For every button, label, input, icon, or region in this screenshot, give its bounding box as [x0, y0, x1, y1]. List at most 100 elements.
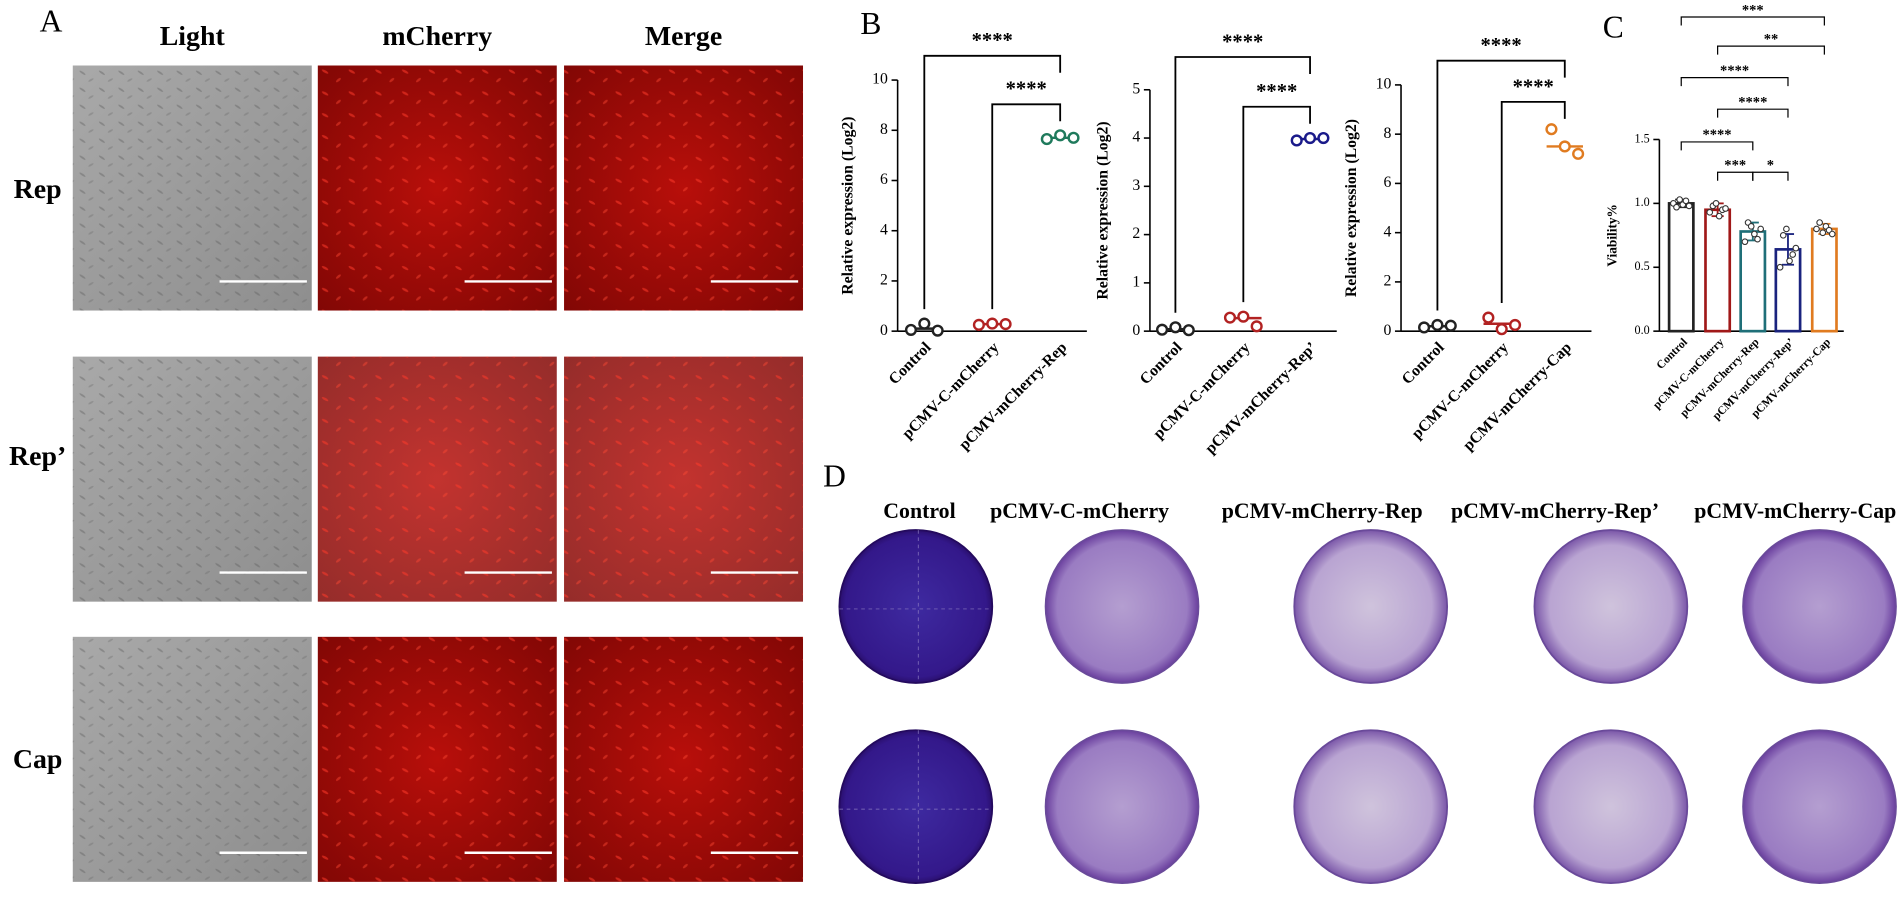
data-point [1685, 202, 1693, 210]
data-point [1673, 203, 1680, 211]
row-label: Cap [13, 744, 63, 775]
chart: 0.00.51.01.5Viability%ControlpCMV-C-mChe… [1604, 2, 1844, 422]
y-tick-label: 6 [1383, 174, 1391, 191]
data-point [1715, 212, 1723, 220]
data-point [986, 317, 999, 330]
data-point [1786, 257, 1793, 265]
image-texture [564, 636, 804, 882]
significance-bracket [1680, 77, 1789, 87]
significance-bracket [991, 103, 1062, 310]
significance-label: **** [1222, 31, 1263, 53]
significance-label: **** [1006, 79, 1047, 101]
data-point [1792, 244, 1800, 252]
data-point [1431, 318, 1444, 332]
significance-label: * [1767, 158, 1774, 174]
column-header: pCMV-mCherry-Rep [1222, 499, 1423, 523]
significance-bracket [923, 54, 1062, 310]
y-tick-label: 1 [1132, 273, 1140, 290]
data-point [1495, 323, 1508, 336]
data-point [972, 318, 985, 331]
panel-label: D [823, 458, 846, 493]
y-tick-label: 0 [880, 322, 888, 339]
bar [1704, 208, 1732, 333]
data-point [1751, 230, 1758, 238]
image-texture [317, 636, 557, 882]
y-tick-label: 2 [1132, 225, 1140, 242]
significance-bracket [1500, 100, 1566, 304]
bar [1739, 230, 1767, 333]
data-point [1706, 208, 1714, 216]
culture-dish [1044, 529, 1200, 684]
data-point [1237, 310, 1250, 323]
micrograph [317, 356, 557, 602]
column-header: Merge [645, 21, 722, 52]
data-point [1712, 200, 1720, 207]
data-point [1813, 225, 1820, 233]
image-texture [72, 636, 312, 882]
data-point [1040, 133, 1053, 146]
bar [1810, 227, 1838, 333]
significance-label: ** [1764, 31, 1779, 47]
micrograph [317, 636, 557, 882]
column-header: mCherry [382, 21, 492, 52]
significance-label: *** [1724, 158, 1746, 174]
data-point [1828, 230, 1836, 238]
y-tick-label: 1.0 [1635, 195, 1650, 209]
data-point [1317, 131, 1330, 145]
panel-label: A [40, 3, 63, 38]
y-tick-label: 10 [1376, 76, 1392, 93]
column-header: Light [160, 21, 226, 52]
image-texture [564, 356, 804, 602]
x-tick-label: pCMV-mCherry-Rep’ [1202, 339, 1320, 457]
column-header: pCMV-mCherry-Rep’ [1451, 499, 1659, 523]
significance-bracket [1717, 108, 1789, 118]
culture-dish [1742, 729, 1897, 884]
micrograph [72, 356, 312, 602]
micrograph [564, 636, 804, 882]
y-tick-label: 0.5 [1635, 259, 1650, 273]
significance-bracket [1174, 56, 1311, 313]
y-tick-label: 4 [1383, 223, 1391, 240]
y-tick-label: 2 [1383, 273, 1391, 290]
data-point [1155, 323, 1169, 336]
y-axis-label: Relative expression (Log2) [1094, 121, 1111, 299]
data-point [1819, 229, 1827, 237]
significance-bracket [1436, 59, 1566, 311]
data-point [1545, 123, 1558, 136]
column-header: pCMV-mCherry-Cap [1694, 499, 1896, 523]
y-tick-label: 1.5 [1635, 131, 1650, 145]
x-tick-label: Control [886, 339, 935, 388]
micrograph [564, 65, 804, 311]
image-texture [72, 65, 312, 311]
panel-label: C [1603, 10, 1624, 45]
y-tick-label: 8 [1383, 125, 1391, 142]
x-tick-label: Control [1137, 339, 1186, 388]
data-point [1054, 129, 1067, 142]
bar [1667, 202, 1695, 333]
data-point [1722, 205, 1729, 212]
culture-dish [838, 729, 994, 884]
image-texture [564, 65, 804, 311]
y-axis-label: Relative expression (Log2) [840, 117, 857, 295]
data-point [1067, 131, 1080, 144]
data-point [1169, 321, 1182, 334]
data-point [1741, 238, 1749, 246]
data-point [1783, 225, 1790, 233]
data-point [1290, 134, 1303, 147]
data-point [1776, 263, 1784, 271]
image-texture [317, 65, 557, 311]
data-point [1754, 235, 1761, 243]
y-axis-label: Viability% [1604, 204, 1619, 266]
significance-label: **** [1738, 94, 1767, 110]
significance-label: **** [1513, 76, 1554, 98]
data-point [1676, 196, 1683, 203]
data-point [1303, 131, 1317, 145]
data-point [1508, 318, 1522, 332]
culture-dish [1293, 729, 1449, 884]
significance-label: **** [1702, 127, 1731, 143]
data-point [1747, 223, 1755, 230]
row-label: Rep [14, 174, 62, 205]
culture-dish [838, 529, 994, 684]
data-point [1682, 197, 1690, 205]
